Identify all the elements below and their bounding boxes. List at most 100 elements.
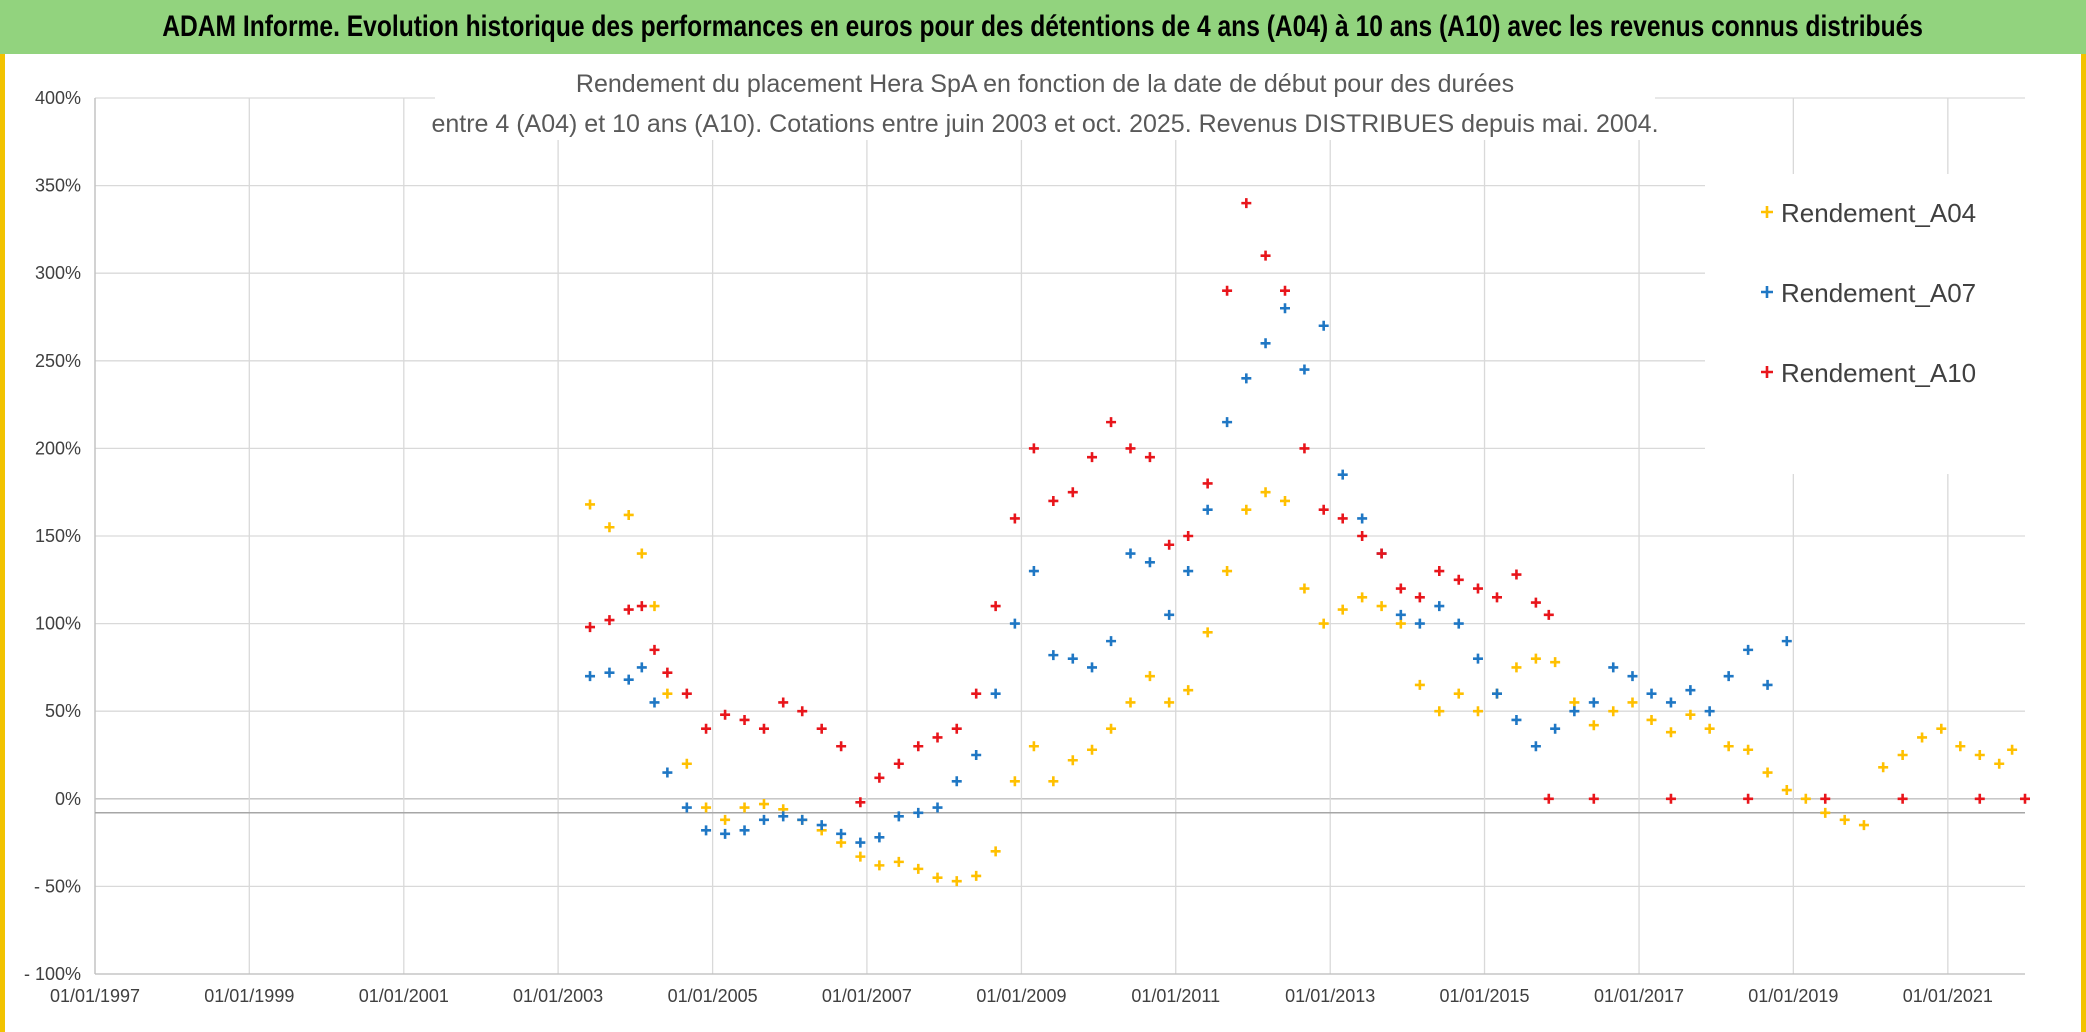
- data-point: [1434, 566, 1445, 577]
- data-point: [758, 799, 769, 810]
- data-point: [1974, 750, 1985, 760]
- data-point: [1164, 539, 1175, 550]
- data-point: [758, 723, 769, 734]
- data-point: [893, 856, 904, 867]
- data-point: [1260, 338, 1271, 349]
- data-point: [1994, 758, 2005, 769]
- data-point: [1414, 679, 1425, 690]
- data-point: [932, 732, 943, 743]
- data-point: [649, 601, 660, 612]
- data-point: [1183, 531, 1194, 541]
- data-point: [1299, 583, 1310, 594]
- data-point: [1106, 417, 1117, 428]
- data-point: [1183, 566, 1194, 577]
- x-tick-label: 01/01/2005: [668, 986, 758, 1006]
- data-point: [1009, 776, 1020, 787]
- data-point: [1280, 495, 1290, 506]
- data-point: [1087, 452, 1098, 463]
- data-point: [1222, 417, 1233, 428]
- data-point: [1550, 723, 1561, 734]
- y-tick-label: - 100%: [24, 964, 81, 984]
- legend-label: Rendement_A07: [1781, 278, 1976, 308]
- data-point: [932, 802, 943, 813]
- data-point: [1820, 793, 1831, 804]
- data-point: [1241, 198, 1252, 209]
- x-tick-label: 01/01/2007: [822, 986, 912, 1006]
- data-point: [1492, 592, 1502, 603]
- data-point: [701, 723, 712, 734]
- data-point: [604, 667, 615, 678]
- data-point: [1820, 807, 1831, 818]
- x-tick-label: 01/01/2015: [1439, 986, 1529, 1006]
- data-point: [932, 872, 943, 883]
- data-point: [1164, 697, 1175, 708]
- y-tick-label: 100%: [35, 614, 81, 634]
- data-point: [1337, 513, 1348, 524]
- data-point: [1543, 793, 1554, 804]
- data-point: [1357, 531, 1368, 541]
- data-point: [1685, 709, 1696, 720]
- y-tick-label: 400%: [35, 88, 81, 108]
- data-point: [1723, 671, 1734, 682]
- data-point: [778, 697, 789, 708]
- data-point: [913, 741, 924, 752]
- data-point: [1183, 685, 1194, 696]
- data-point: [585, 622, 596, 633]
- data-point: [855, 797, 866, 808]
- data-point: [1280, 285, 1290, 296]
- data-point: [1858, 820, 1869, 831]
- data-point: [1414, 592, 1425, 603]
- data-point: [2007, 744, 2018, 755]
- data-point: [1202, 504, 1213, 515]
- x-tick-label: 01/01/2009: [976, 986, 1066, 1006]
- data-point: [1241, 373, 1252, 384]
- data-point: [1067, 755, 1078, 766]
- banner-title: ADAM Informe. Evolution historique des p…: [162, 10, 1924, 43]
- data-point: [1376, 601, 1387, 612]
- legend-marker: [1761, 206, 1773, 218]
- data-point: [1028, 741, 1039, 752]
- data-point: [1627, 697, 1638, 708]
- data-point: [739, 802, 750, 813]
- data-point: [2020, 793, 2030, 804]
- y-tick-label: 50%: [45, 701, 81, 721]
- data-point: [662, 688, 673, 699]
- data-point: [1704, 706, 1715, 717]
- y-tick-label: 200%: [35, 438, 81, 458]
- data-point: [1743, 793, 1754, 804]
- data-point: [1028, 443, 1039, 454]
- x-tick-label: 01/01/2011: [1131, 986, 1220, 1006]
- data-point: [701, 802, 712, 813]
- data-point: [1588, 697, 1599, 708]
- data-point: [1164, 609, 1175, 620]
- data-point: [739, 714, 750, 725]
- data-point: [585, 499, 596, 510]
- data-point: [797, 814, 808, 825]
- x-tick-label: 01/01/2001: [359, 986, 449, 1006]
- data-point: [1646, 714, 1657, 725]
- data-point: [836, 741, 847, 752]
- data-point: [649, 697, 660, 708]
- data-point: [1472, 653, 1483, 664]
- data-point: [623, 604, 634, 615]
- data-point: [604, 615, 615, 626]
- plot-area: - 100% - 50% 0% 50% 100% 150% 200% 250% 300% 350%…: [0, 54, 2086, 1032]
- data-point: [585, 671, 596, 682]
- x-tick-label: 01/01/2017: [1594, 986, 1684, 1006]
- data-point: [874, 772, 885, 783]
- data-point: [1434, 706, 1445, 717]
- data-point: [662, 767, 673, 778]
- data-point: [1318, 618, 1329, 629]
- data-point: [1897, 750, 1908, 760]
- data-point: [739, 825, 750, 836]
- data-point: [1202, 478, 1213, 489]
- x-tick-label: 01/01/2019: [1748, 986, 1838, 1006]
- data-point: [1106, 636, 1117, 647]
- data-point: [1125, 548, 1136, 559]
- data-point: [1665, 727, 1676, 738]
- data-point: [1917, 732, 1928, 743]
- data-point: [1144, 452, 1155, 463]
- data-point: [1472, 583, 1483, 594]
- data-point: [1067, 487, 1078, 498]
- data-point: [1569, 697, 1580, 708]
